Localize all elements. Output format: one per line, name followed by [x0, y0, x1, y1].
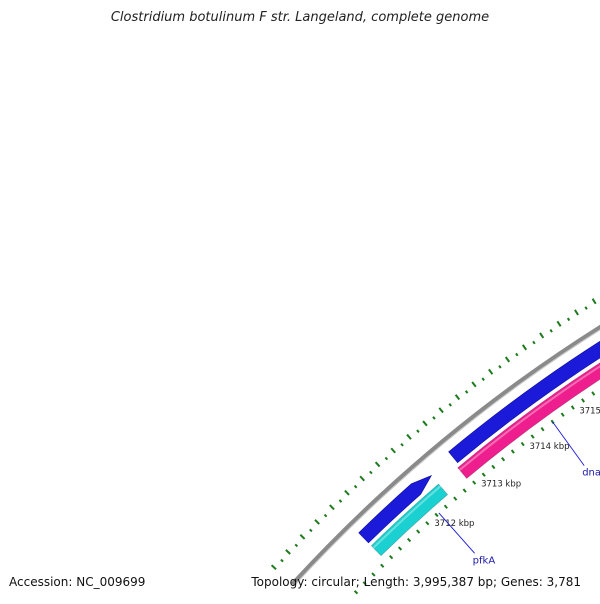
position-tick — [481, 472, 486, 477]
backbone-track — [290, 324, 600, 587]
position-tick — [570, 405, 575, 410]
gene-label[interactable]: dnaE — [582, 468, 600, 479]
skew-tick — [532, 340, 536, 345]
kbp-label: 3713 kbp — [481, 479, 521, 489]
map-title: Clostridium botulinum F str. Langeland, … — [110, 10, 490, 25]
forward-gene-arrow[interactable] — [448, 319, 600, 464]
position-tick — [397, 546, 403, 551]
position-tick — [406, 537, 412, 543]
skew-tick — [432, 416, 436, 420]
position-tick — [491, 464, 496, 470]
kbp-label: 3715 kbp — [579, 407, 600, 417]
position-tick — [362, 581, 367, 586]
skew-tick — [504, 356, 511, 363]
forward-gene-arrow[interactable] — [358, 475, 433, 544]
skew-tick — [285, 549, 291, 555]
skew-tick — [359, 475, 365, 482]
position-tick — [416, 529, 421, 534]
skew-tick — [270, 564, 277, 570]
kbp-label: 3714 kbp — [529, 442, 569, 452]
skew-tick — [369, 470, 373, 475]
gc-skew-ticks — [270, 298, 597, 570]
kbp-label: 3712 kbp — [434, 519, 474, 529]
skew-tick — [299, 534, 306, 540]
gene-highlight — [372, 485, 442, 549]
skew-tick — [591, 298, 597, 305]
position-tick — [501, 457, 506, 462]
gene-highlight — [458, 365, 600, 471]
skew-tick — [416, 429, 420, 434]
position-tick — [530, 434, 535, 439]
forward-strand-genes — [358, 319, 600, 544]
skew-tick — [344, 489, 350, 496]
backbone-highlight — [293, 329, 600, 587]
reverse-gene-bar[interactable] — [457, 322, 600, 479]
backbone-arc — [290, 324, 600, 586]
gene-label-leader — [438, 512, 476, 554]
position-tick — [443, 504, 448, 509]
skew-tick — [521, 344, 528, 351]
skew-tick — [329, 504, 335, 511]
skew-tick — [574, 309, 579, 316]
position-tick — [520, 441, 525, 447]
skew-tick — [566, 317, 571, 322]
skew-tick — [438, 407, 444, 414]
skew-tick — [549, 329, 553, 333]
skew-tick — [280, 558, 284, 563]
position-tick — [581, 398, 585, 403]
skew-tick — [481, 377, 485, 382]
reverse-gene-bar[interactable] — [370, 483, 449, 557]
skew-tick — [374, 461, 381, 468]
skew-tick — [406, 433, 412, 440]
position-tick — [434, 512, 439, 518]
skew-tick — [338, 499, 343, 503]
genome-summary-text: Topology: circular; Length: 3,995,387 bp… — [251, 575, 581, 589]
skew-tick — [400, 442, 404, 447]
position-tick — [472, 480, 477, 485]
skew-tick — [556, 320, 562, 327]
position-tick — [591, 391, 596, 396]
gene-labels: pfkAdnaECLI_3559CLI_3560CLI_3561murB — [438, 421, 600, 566]
skew-tick — [498, 364, 502, 369]
accession-text: Accession: NC_009699 — [9, 575, 146, 589]
skew-tick — [314, 519, 320, 525]
gene-label-leader — [552, 421, 585, 466]
skew-tick — [448, 402, 452, 407]
skew-tick — [464, 390, 469, 394]
skew-tick — [515, 352, 519, 357]
skew-tick — [454, 394, 461, 401]
reverse-strand-genes — [370, 322, 600, 557]
position-tick — [425, 521, 430, 526]
skew-tick — [584, 306, 588, 310]
position-tick — [462, 488, 467, 493]
skew-tick — [353, 484, 358, 489]
skew-tick — [422, 420, 428, 427]
position-tick — [371, 572, 376, 577]
skew-tick — [309, 528, 313, 533]
position-tick — [353, 590, 359, 595]
skew-tick — [471, 381, 477, 388]
skew-tick — [539, 332, 545, 339]
position-tick — [560, 412, 565, 417]
skew-tick — [384, 456, 389, 461]
position-tick — [453, 496, 458, 501]
gene-label[interactable]: pfkA — [473, 555, 496, 566]
position-tick — [540, 426, 545, 432]
skew-tick — [488, 368, 494, 375]
position-tick — [380, 563, 385, 568]
skew-tick — [390, 447, 396, 454]
skew-tick — [323, 513, 328, 518]
position-tick — [510, 449, 515, 454]
skew-tick — [294, 543, 299, 548]
position-tick — [388, 554, 394, 560]
